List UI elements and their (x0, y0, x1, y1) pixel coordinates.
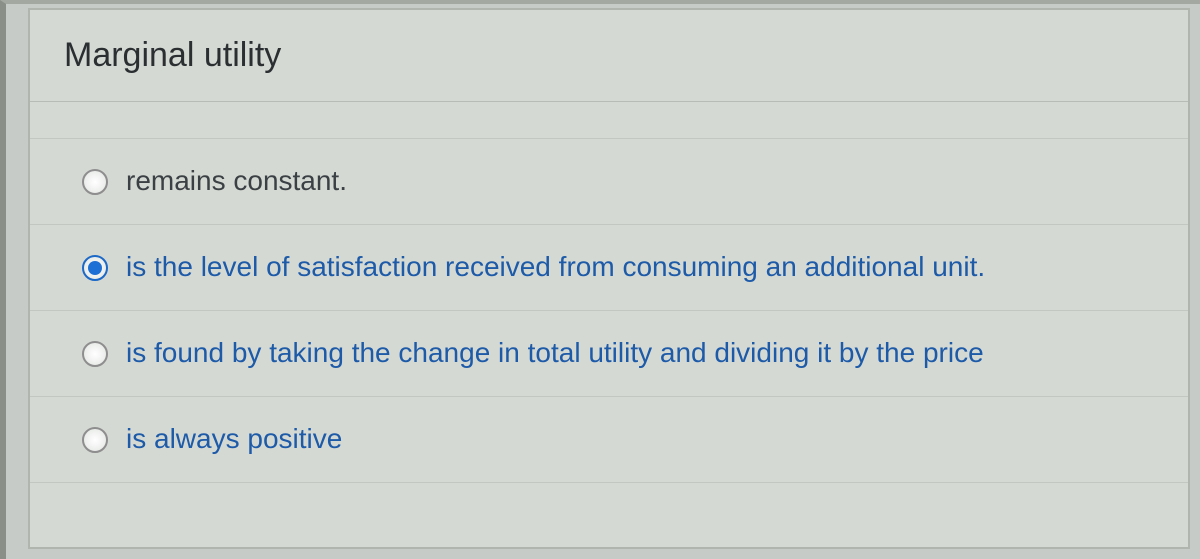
bottom-spacer (30, 483, 1188, 523)
radio-button-0[interactable] (82, 169, 108, 195)
title-spacer (30, 102, 1188, 139)
radio-wrap-2[interactable] (82, 341, 108, 367)
screen-frame: Marginal utility remains constant. is th… (0, 0, 1200, 559)
radio-button-1[interactable] (82, 255, 108, 281)
option-label-1: is the level of satisfaction received fr… (126, 249, 985, 285)
radio-wrap-3[interactable] (82, 427, 108, 453)
option-row-3[interactable]: is always positive (30, 397, 1188, 483)
question-panel: Marginal utility remains constant. is th… (28, 8, 1190, 549)
option-row-0[interactable]: remains constant. (30, 139, 1188, 225)
option-label-0: remains constant. (126, 163, 347, 199)
radio-dot-1 (88, 261, 102, 275)
option-label-2: is found by taking the change in total u… (126, 335, 984, 371)
radio-button-3[interactable] (82, 427, 108, 453)
radio-wrap-1[interactable] (82, 255, 108, 281)
radio-button-2[interactable] (82, 341, 108, 367)
option-label-3: is always positive (126, 421, 342, 457)
radio-wrap-0[interactable] (82, 169, 108, 195)
option-row-1[interactable]: is the level of satisfaction received fr… (30, 225, 1188, 311)
option-row-2[interactable]: is found by taking the change in total u… (30, 311, 1188, 397)
question-title: Marginal utility (30, 10, 1188, 102)
